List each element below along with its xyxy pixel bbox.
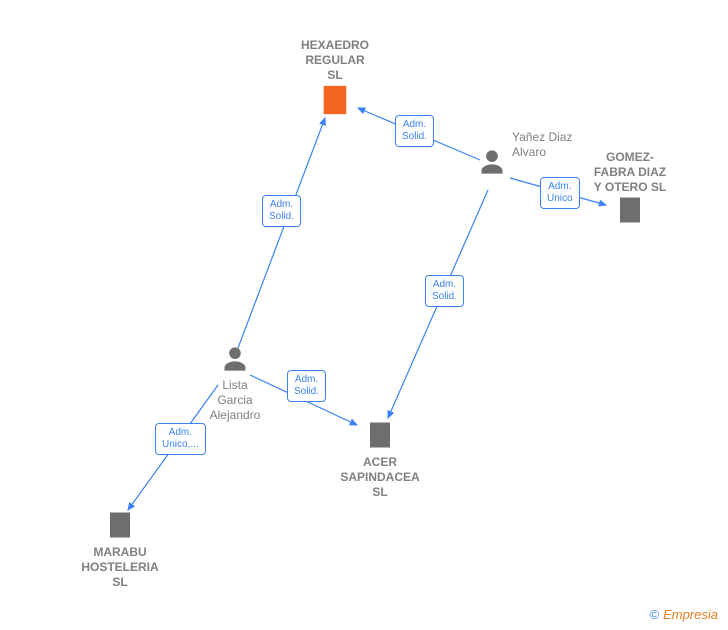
edge-label: Adm. Unico <box>540 177 580 209</box>
person-icon <box>478 148 506 181</box>
node-label-acer: ACER SAPINDACEA SL <box>340 455 420 500</box>
node-acer[interactable]: ACER SAPINDACEA SL <box>340 420 420 500</box>
edge-line <box>238 118 325 348</box>
node-lista[interactable]: Lista Garcia Alejandro <box>200 345 270 423</box>
node-gomez[interactable]: GOMEZ- FABRA DIAZ Y OTERO SL <box>590 150 670 230</box>
brand-name: Empresia <box>663 607 718 622</box>
building-icon <box>615 195 645 230</box>
diagram-canvas: HEXAEDRO REGULAR SL Yañez Diaz Alvaro GO… <box>0 0 728 630</box>
edge-label: Adm. Solid. <box>395 115 434 147</box>
building-icon <box>318 83 352 122</box>
node-label-gomez: GOMEZ- FABRA DIAZ Y OTERO SL <box>590 150 670 195</box>
node-label-hexaedro: HEXAEDRO REGULAR SL <box>300 38 370 83</box>
node-label-marabu: MARABU HOSTELERIA SL <box>80 545 160 590</box>
edge-label: Adm. Solid. <box>262 195 301 227</box>
node-yanez[interactable]: Yañez Diaz Alvaro <box>478 130 608 181</box>
building-icon <box>365 420 395 455</box>
building-icon <box>105 510 135 545</box>
watermark: © Empresia <box>649 607 718 622</box>
edge-label: Adm. Solid. <box>287 370 326 402</box>
node-hexaedro[interactable]: HEXAEDRO REGULAR SL <box>300 38 370 122</box>
edge-label: Adm. Unico,... <box>155 423 206 455</box>
node-label-yanez: Yañez Diaz Alvaro <box>512 130 572 160</box>
node-marabu[interactable]: MARABU HOSTELERIA SL <box>80 510 160 590</box>
edge-label: Adm. Solid. <box>425 275 464 307</box>
person-icon <box>221 345 249 378</box>
node-label-lista: Lista Garcia Alejandro <box>200 378 270 423</box>
copyright-icon: © <box>649 607 659 622</box>
